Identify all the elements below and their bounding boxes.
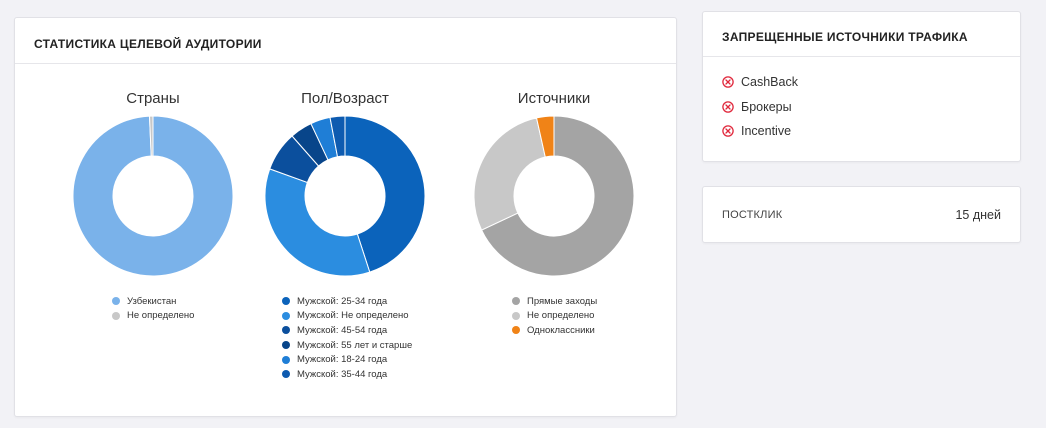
legend-label: Не определено: [527, 310, 595, 322]
legend-item[interactable]: Узбекистан: [112, 294, 194, 309]
legend-item[interactable]: Не определено: [512, 309, 597, 324]
donut-slice[interactable]: [329, 116, 346, 158]
countries-donut: [73, 116, 233, 276]
legend-dot: [112, 297, 120, 306]
legend-dot: [282, 341, 290, 350]
x-circle-icon: [722, 101, 734, 113]
legend-item[interactable]: Не определено: [112, 309, 194, 324]
legend-label: Узбекистан: [127, 295, 177, 307]
forbidden-sources-title: Запрещенные источники трафика: [722, 30, 968, 44]
audience-stats-header: Статистика целевой аудитории: [15, 18, 676, 64]
donut-slice[interactable]: [535, 116, 555, 158]
forbidden-source-label: CashBack: [741, 75, 798, 90]
chart-title: Источники: [517, 90, 591, 107]
chart-title: Страны: [126, 90, 180, 107]
chart-title: Пол/Возраст: [301, 90, 389, 107]
forbidden-sources-header: Запрещенные источники трафика: [703, 12, 1020, 57]
donut-slice[interactable]: [148, 116, 154, 157]
gender-age-donut: [265, 116, 425, 276]
legend-dot: [282, 355, 290, 364]
legend-dot: [112, 311, 120, 320]
legend-dot: [512, 297, 520, 306]
legend-item[interactable]: Мужской: Не определено: [282, 309, 412, 324]
legend-label: Прямые заходы: [527, 295, 598, 307]
audience-stats-title: Статистика целевой аудитории: [34, 37, 262, 51]
sources-donut: [474, 116, 634, 276]
legend-item[interactable]: Одноклассники: [512, 323, 597, 338]
legend-label: Мужской: 55 лет и старше: [297, 339, 413, 351]
legend-dot: [282, 311, 290, 320]
forbidden-sources-list: CashBack Брокеры Incentive: [703, 57, 1020, 144]
legend-item[interactable]: Мужской: 25-34 года: [282, 294, 412, 309]
legend-dot: [512, 326, 520, 335]
postclick-value: 15 дней: [955, 208, 1001, 222]
forbidden-source-item: Incentive: [722, 119, 1020, 144]
legend-item[interactable]: Мужской: 35-44 года: [282, 367, 412, 382]
donut-slice[interactable]: [474, 117, 546, 231]
donut-slice[interactable]: [344, 116, 425, 273]
x-circle-icon: [722, 125, 734, 137]
legend-item[interactable]: Прямые заходы: [512, 294, 597, 309]
legend-dot: [282, 326, 290, 335]
legend-dot: [282, 297, 290, 306]
legend-label: Не определено: [127, 310, 195, 322]
postclick-label: Постклик: [722, 209, 783, 221]
legend-label: Мужской: 35-44 года: [297, 368, 388, 380]
legend-item[interactable]: Мужской: 55 лет и старше: [282, 338, 412, 353]
audience-stats-card: Статистика целевой аудитории Страны Узбе…: [14, 17, 677, 417]
legend-label: Мужской: Не определено: [297, 310, 409, 322]
donut-slice[interactable]: [265, 168, 371, 276]
legend-label: Одноклассники: [527, 324, 595, 336]
countries-legend: Узбекистан Не определено: [112, 294, 194, 323]
legend-label: Мужской: 45-54 года: [297, 324, 388, 336]
legend-label: Мужской: 25-34 года: [297, 295, 388, 307]
gender-age-legend: Мужской: 25-34 года Мужской: Не определе…: [282, 294, 412, 382]
x-circle-icon: [722, 76, 734, 88]
donut-slice[interactable]: [480, 116, 634, 276]
legend-label: Мужской: 18-24 года: [297, 354, 388, 366]
sources-legend: Прямые заходы Не определено Одноклассник…: [512, 294, 597, 338]
forbidden-source-item: CashBack: [722, 70, 1020, 95]
donut-slice[interactable]: [73, 116, 233, 276]
legend-dot: [282, 370, 290, 379]
postclick-card: Постклик 15 дней: [702, 186, 1021, 243]
forbidden-source-label: Брокеры: [741, 99, 792, 114]
forbidden-source-item: Брокеры: [722, 95, 1020, 120]
legend-item[interactable]: Мужской: 18-24 года: [282, 352, 412, 367]
forbidden-sources-card: Запрещенные источники трафика CashBack Б…: [702, 11, 1021, 162]
legend-item[interactable]: Мужской: 45-54 года: [282, 323, 412, 338]
legend-dot: [512, 311, 520, 320]
forbidden-source-label: Incentive: [741, 124, 792, 139]
